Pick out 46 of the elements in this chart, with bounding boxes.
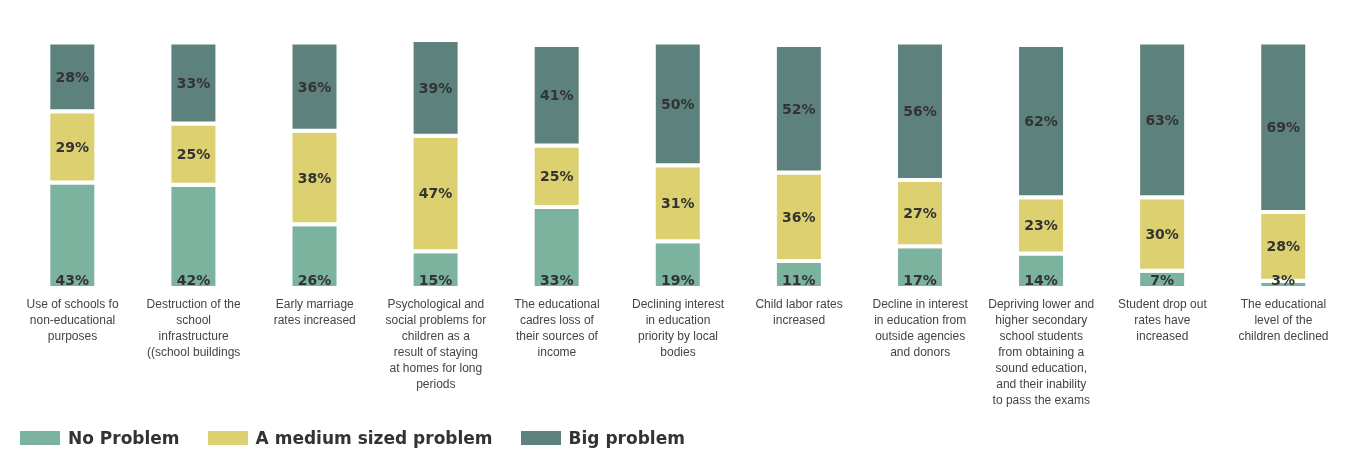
data-label: 28% <box>55 68 90 85</box>
data-label: 29% <box>55 138 90 155</box>
data-label: 25% <box>539 168 574 185</box>
data-label: 63% <box>1145 111 1179 128</box>
data-label: 36% <box>297 78 332 95</box>
data-label: 15% <box>418 272 453 288</box>
data-label: 31% <box>661 195 695 212</box>
data-label: 36% <box>782 208 816 225</box>
data-label: 33% <box>176 74 211 91</box>
data-label: 7% <box>1150 272 1175 288</box>
data-label: 39% <box>418 79 453 96</box>
data-label: 23% <box>1024 217 1058 234</box>
data-label: 27% <box>903 205 937 222</box>
x-tick-label: Depriving lower and higher secondary school students from obtaining a sound education, and their inability to pass the exams <box>988 297 1095 407</box>
data-label: 11% <box>782 272 816 288</box>
legend-label: A medium sized problem <box>255 428 493 448</box>
data-label: 62% <box>1024 113 1058 130</box>
x-tick-label: Destruction of the school infrastructure ((school buildings <box>146 297 241 359</box>
x-tick-label: Declining interest in education priority by local bodies <box>631 297 725 359</box>
data-label: 42% <box>176 272 211 288</box>
data-label: 43% <box>55 272 90 288</box>
data-label: 14% <box>1024 272 1058 288</box>
data-label: 52% <box>782 100 816 117</box>
x-tick-label: Student drop out rates have increased <box>1118 297 1208 343</box>
x-tick-label: The educational level of the children declined <box>1238 297 1329 343</box>
data-label: 33% <box>539 272 574 288</box>
data-label: 41% <box>539 87 574 104</box>
data-label: 47% <box>418 185 453 202</box>
data-label: 26% <box>297 272 332 288</box>
data-label: 30% <box>1145 225 1179 242</box>
data-label: 50% <box>661 95 695 112</box>
x-tick-label: The educational cadres loss of their sources of income <box>514 297 600 359</box>
data-label: 17% <box>903 272 937 288</box>
data-label: 56% <box>903 103 937 120</box>
legend-label: No Problem <box>68 428 180 448</box>
data-label: 38% <box>297 169 332 186</box>
data-label: 28% <box>1266 238 1300 255</box>
legend-label: Big problem <box>568 428 685 448</box>
data-label: 19% <box>661 272 695 288</box>
x-tick-label: Decline in interest in education from outside agencies and donors <box>872 297 969 359</box>
x-tick-label: Early marriage rates increased <box>273 297 356 327</box>
data-label: 69% <box>1266 119 1300 136</box>
data-label: 25% <box>176 146 211 163</box>
x-tick-label: Child labor rates increased <box>755 297 843 327</box>
x-tick-label: Psychological and social problems for children as a result of staying at homes for long periods <box>385 297 487 391</box>
x-tick-label: Use of schools fo non-educational purposes <box>26 297 119 343</box>
